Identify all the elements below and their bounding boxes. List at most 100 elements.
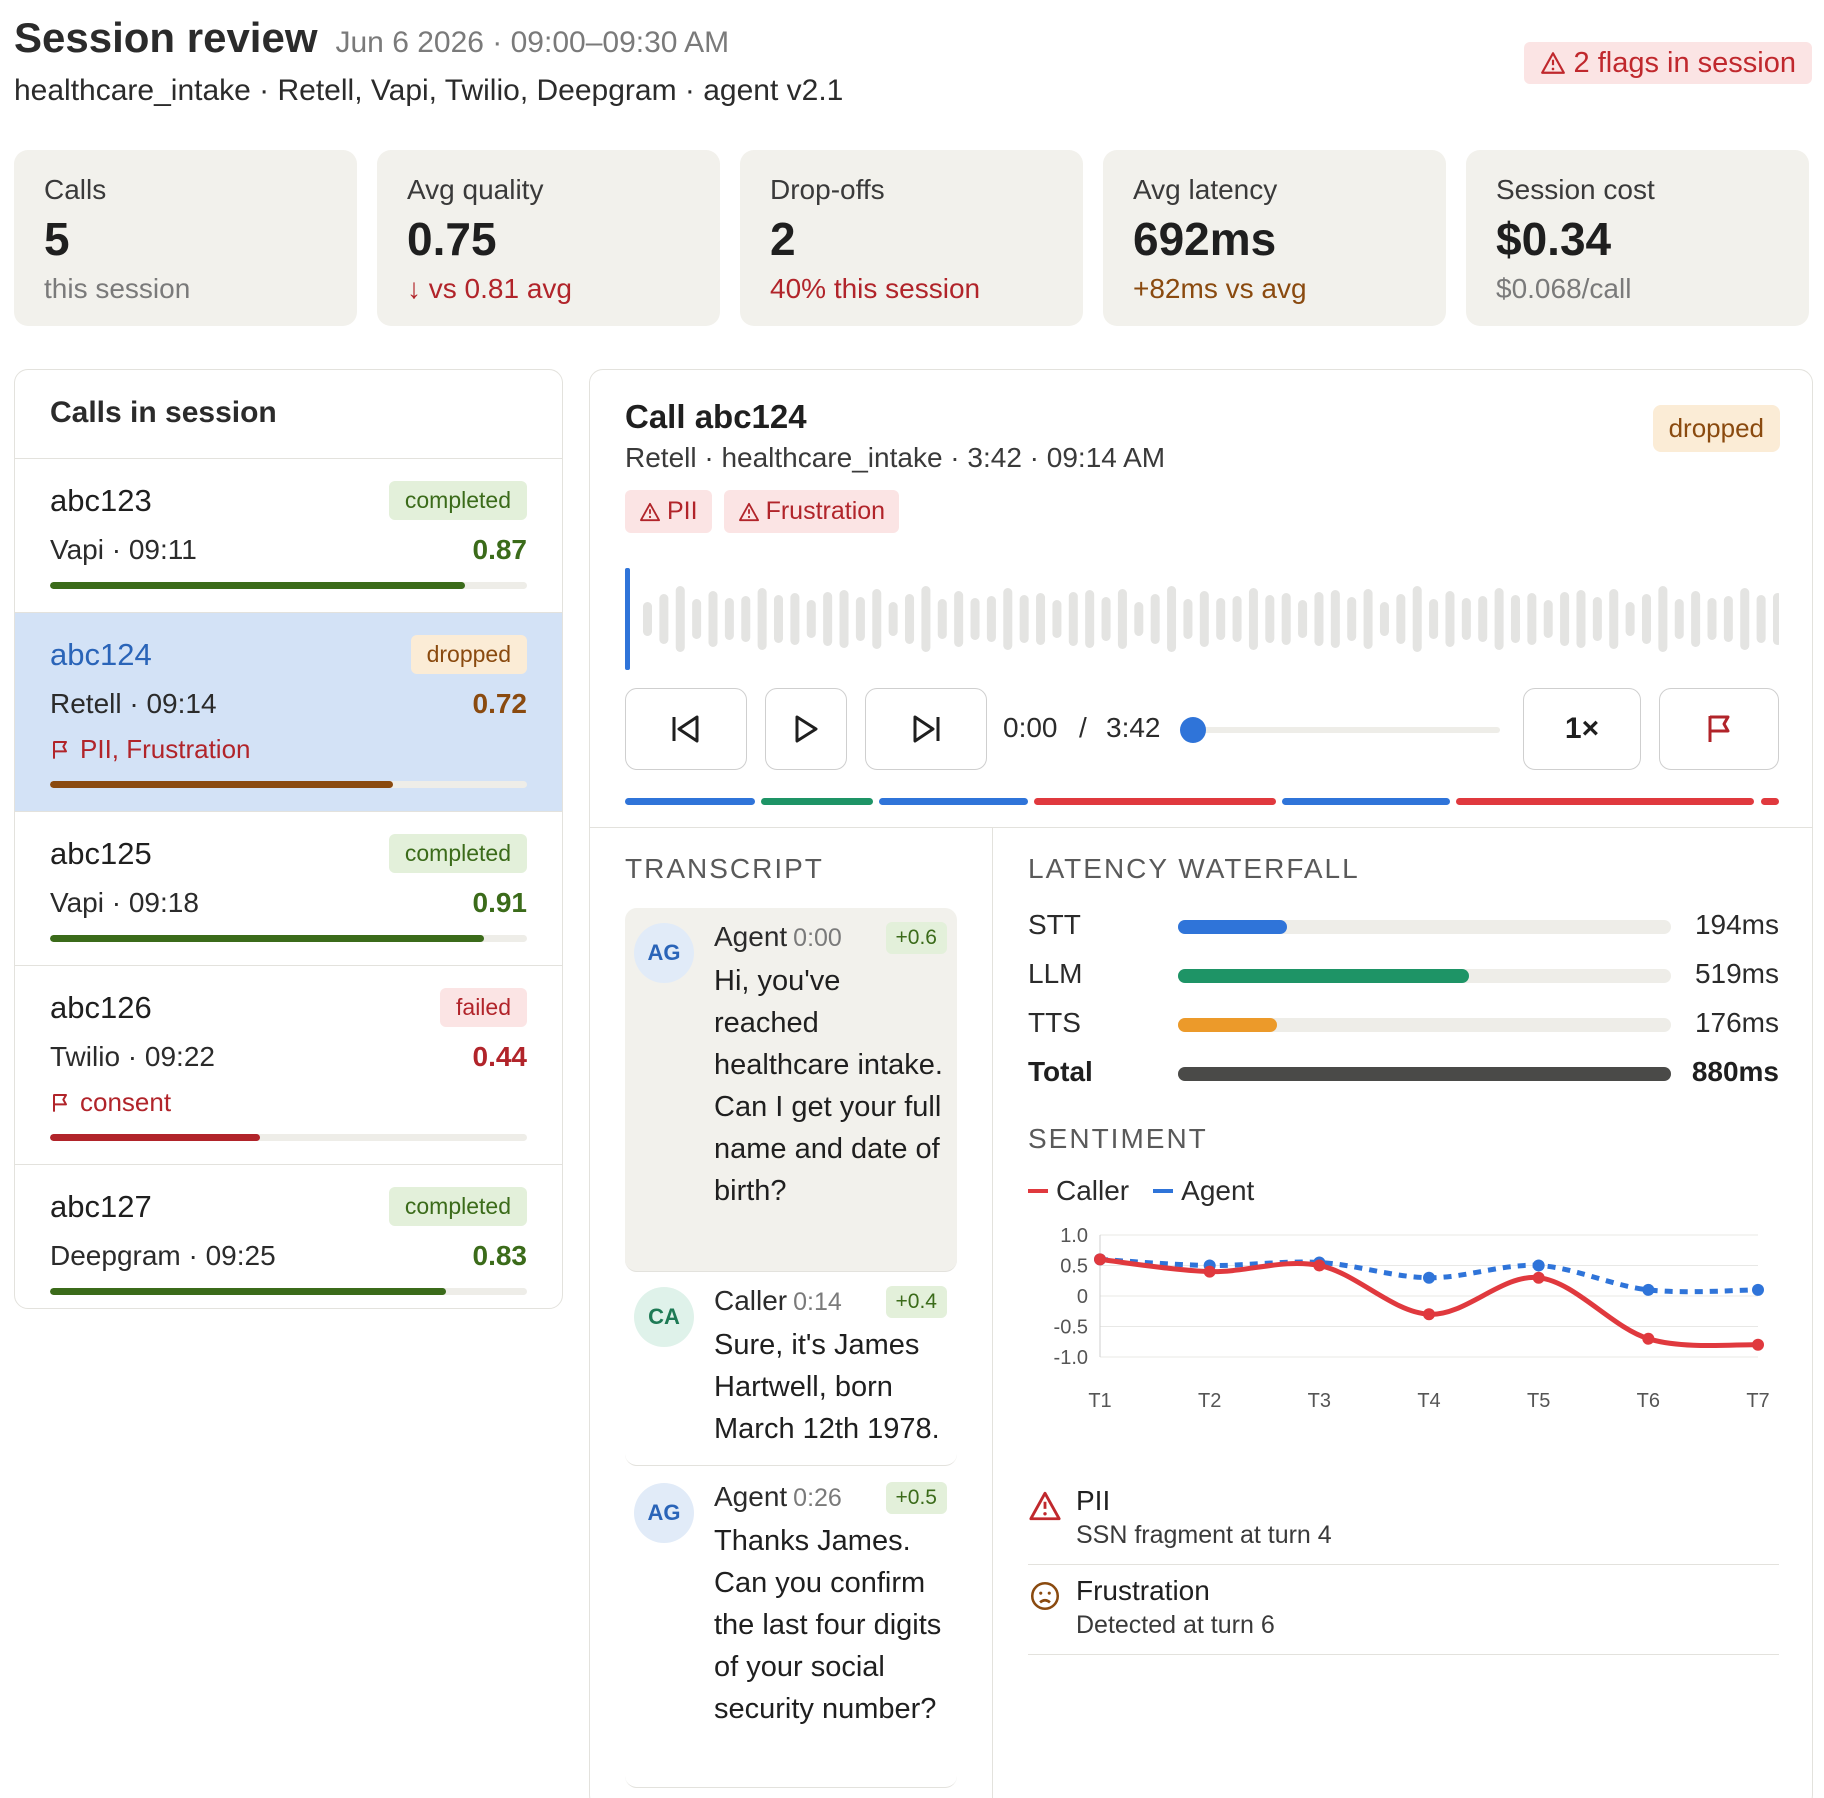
- waveform-bar: [1068, 592, 1078, 646]
- stat-value: 692ms: [1133, 213, 1277, 265]
- alert-pii[interactable]: PII SSN fragment at turn 4: [1028, 1485, 1779, 1565]
- call-id: abc123: [50, 482, 152, 518]
- player-controls: 0:00 / 3:42 1×: [625, 688, 1779, 770]
- stat-label: Avg quality: [407, 174, 544, 205]
- timeline-segment: [1034, 798, 1276, 805]
- seek-handle[interactable]: [1180, 717, 1206, 743]
- tag-frustration[interactable]: Frustration: [723, 490, 900, 533]
- speaker-timeline[interactable]: [625, 798, 1779, 806]
- score-bar-fill: [50, 1134, 260, 1141]
- latency-track: [1178, 969, 1671, 983]
- waveform-bar: [1232, 596, 1242, 642]
- alert-frustration[interactable]: Frustration Detected at turn 6: [1028, 1575, 1779, 1655]
- data-point-caller: [1532, 1271, 1545, 1284]
- score-bar: [50, 935, 527, 942]
- transcript-turn[interactable]: AG Agent 0:00 +0.6 Hi, you've reached hea…: [625, 908, 957, 1272]
- call-list-item[interactable]: abc125 completed Vapi · 09:18 0.91: [15, 812, 562, 966]
- call-score: 0.83: [472, 1240, 528, 1271]
- x-tick-label: T6: [1637, 1390, 1660, 1412]
- avatar: AG: [634, 1483, 694, 1543]
- tag-pii[interactable]: PII: [625, 490, 712, 533]
- waveform-bar: [1527, 593, 1537, 645]
- session-flags-badge[interactable]: 2 flags in session: [1523, 42, 1812, 84]
- score-bar-fill: [50, 781, 394, 788]
- turn-header: Agent 0:26: [714, 1481, 842, 1513]
- play-button[interactable]: [765, 688, 847, 770]
- stats-row: Calls 5 this session Avg quality 0.75 ↓ …: [14, 150, 1809, 326]
- waveform-bar: [659, 594, 669, 644]
- stat-drop-offs: Drop-offs 2 40% this session: [740, 150, 1083, 326]
- x-tick-label: T5: [1527, 1390, 1550, 1412]
- playback-speed-button[interactable]: 1×: [1523, 688, 1641, 770]
- latency-row-stt: STT 194ms: [1028, 905, 1779, 945]
- y-tick-label: -1.0: [1054, 1347, 1088, 1369]
- waveform-bar: [1363, 589, 1373, 649]
- x-tick-label: T7: [1746, 1390, 1769, 1412]
- waveform-bar: [1429, 599, 1439, 639]
- y-tick-label: 0: [1077, 1286, 1088, 1308]
- x-tick-label: T1: [1088, 1390, 1111, 1412]
- call-list-item[interactable]: abc123 completed Vapi · 09:11 0.87: [15, 459, 562, 613]
- latency-track: [1178, 920, 1671, 934]
- warning-icon: [1029, 1491, 1061, 1521]
- waveform-bar: [1019, 595, 1029, 643]
- waveform-bar: [1134, 602, 1144, 636]
- score-bar-fill: [50, 1288, 446, 1295]
- seek-track[interactable]: [1190, 727, 1500, 733]
- divider: [590, 827, 1812, 828]
- latency-bar: [1178, 1018, 1277, 1032]
- waveform-bar: [1117, 589, 1127, 649]
- session-flags-label: 2 flags in session: [1573, 46, 1796, 79]
- stat-value: $0.34: [1496, 213, 1612, 265]
- call-id: abc125: [50, 835, 152, 871]
- flag-call-button[interactable]: [1659, 688, 1779, 770]
- call-list-item[interactable]: abc126 failed Twilio · 09:22 0.44 consent: [15, 966, 562, 1165]
- transcript-turn[interactable]: CA Caller 0:14 +0.4 Sure, it's James Hart…: [625, 1272, 957, 1466]
- flag-icon: [53, 1093, 67, 1112]
- call-status-badge: failed: [440, 988, 527, 1027]
- waveform-bar: [1510, 595, 1520, 643]
- call-list-item[interactable]: abc127 completed Deepgram · 09:25 0.83: [15, 1165, 562, 1308]
- skip-forward-button[interactable]: [865, 688, 987, 770]
- call-meta: Vapi · 09:11: [50, 534, 197, 565]
- calls-list: abc123 completed Vapi · 09:11 0.87 abc124 dro…: [15, 459, 562, 1308]
- waveform-bar: [1036, 593, 1046, 645]
- skip-back-button[interactable]: [625, 688, 747, 770]
- call-detail-panel: Call abc124 Retell · healthcare_intake ·…: [589, 369, 1813, 1798]
- data-point-caller: [1642, 1332, 1655, 1345]
- latency-row-llm: LLM 519ms: [1028, 954, 1779, 994]
- waveform-bar: [970, 598, 980, 640]
- waveform-bar: [1003, 588, 1013, 650]
- turn-time: 0:26: [793, 1484, 842, 1512]
- alert-detail: Detected at turn 6: [1076, 1611, 1275, 1639]
- avatar: AG: [634, 923, 694, 983]
- stat-avg-quality: Avg quality 0.75 ↓ vs 0.81 avg: [377, 150, 720, 326]
- waveform-bar: [855, 597, 865, 641]
- warning-icon: [738, 502, 759, 521]
- call-list-item[interactable]: abc124 dropped Retell · 09:14 0.72 PII, Frus…: [15, 613, 562, 812]
- alert-detail: SSN fragment at turn 4: [1076, 1521, 1332, 1549]
- waveform-bar: [1330, 590, 1340, 648]
- waveform-bar: [937, 599, 947, 639]
- page-title: Session review: [14, 14, 318, 61]
- waveform-bar: [1085, 590, 1095, 648]
- waveform-bar: [954, 591, 964, 647]
- stat-value: 5: [44, 213, 70, 265]
- x-tick-label: T2: [1198, 1390, 1221, 1412]
- transcript-turn[interactable]: AG Agent 0:26 +0.5 Thanks James. Can you …: [625, 1468, 957, 1788]
- play-icon: [795, 715, 818, 743]
- alert-title: Frustration: [1076, 1575, 1210, 1606]
- waveform-bar: [741, 596, 751, 642]
- waveform-bar: [1740, 588, 1750, 650]
- calls-panel: Calls in session abc123 completed Vapi · 0…: [14, 369, 563, 1309]
- turn-time: 0:00: [793, 924, 842, 952]
- waveform-bar: [1494, 588, 1504, 650]
- waveform-bar: [774, 595, 784, 643]
- waveform-bar: [806, 600, 816, 638]
- waveform-bar: [1199, 591, 1209, 647]
- call-flags-label: PII, Frustration: [80, 734, 251, 764]
- waveform-bar: [1756, 595, 1766, 643]
- skip-back-icon: [672, 715, 699, 743]
- audio-waveform[interactable]: [625, 568, 1779, 670]
- sentiment-score-badge: +0.5: [885, 1482, 947, 1514]
